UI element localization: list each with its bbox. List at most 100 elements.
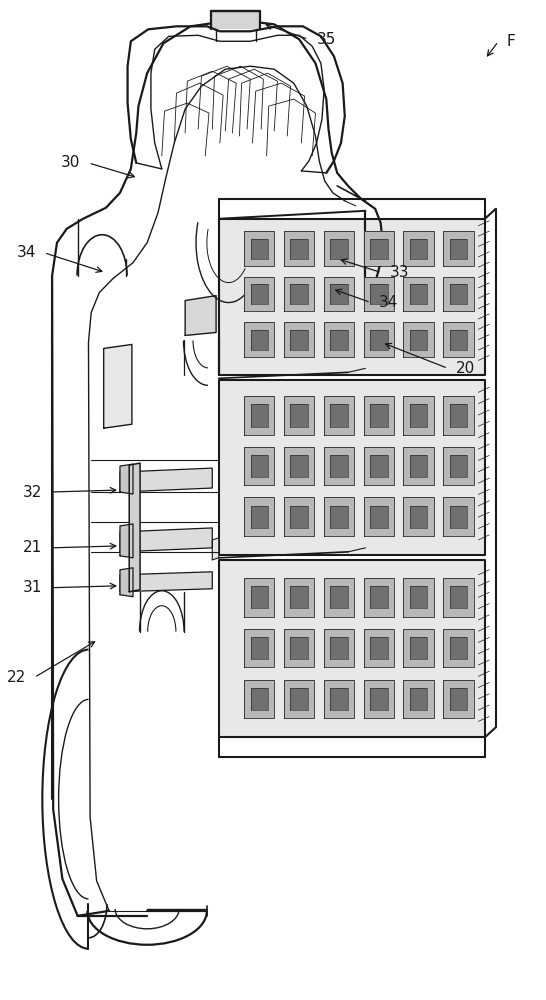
Polygon shape xyxy=(443,447,473,485)
Polygon shape xyxy=(104,344,132,428)
Text: 33: 33 xyxy=(390,265,410,280)
Polygon shape xyxy=(443,322,473,357)
Polygon shape xyxy=(251,586,268,608)
Polygon shape xyxy=(212,538,219,560)
Text: 31: 31 xyxy=(23,580,43,595)
Polygon shape xyxy=(410,239,428,259)
Polygon shape xyxy=(410,284,428,304)
Polygon shape xyxy=(330,506,348,528)
Polygon shape xyxy=(284,578,314,617)
Polygon shape xyxy=(403,680,434,718)
Text: 34: 34 xyxy=(379,295,399,310)
Polygon shape xyxy=(290,586,308,608)
Polygon shape xyxy=(219,380,485,555)
Text: 35: 35 xyxy=(317,32,336,47)
Polygon shape xyxy=(370,284,388,304)
Polygon shape xyxy=(443,629,473,667)
Polygon shape xyxy=(443,497,473,536)
Polygon shape xyxy=(370,586,388,608)
Polygon shape xyxy=(120,524,133,558)
Text: 32: 32 xyxy=(23,485,43,500)
Polygon shape xyxy=(324,396,354,435)
Polygon shape xyxy=(284,277,314,311)
Polygon shape xyxy=(290,637,308,659)
Polygon shape xyxy=(120,572,212,592)
Polygon shape xyxy=(211,11,259,29)
Polygon shape xyxy=(324,231,354,266)
Polygon shape xyxy=(450,586,467,608)
Polygon shape xyxy=(370,637,388,659)
Polygon shape xyxy=(324,578,354,617)
Polygon shape xyxy=(410,506,428,528)
Polygon shape xyxy=(120,464,133,494)
Polygon shape xyxy=(324,277,354,311)
Polygon shape xyxy=(244,396,275,435)
Polygon shape xyxy=(290,239,308,259)
Polygon shape xyxy=(324,497,354,536)
Polygon shape xyxy=(244,322,275,357)
Polygon shape xyxy=(324,680,354,718)
Polygon shape xyxy=(364,680,394,718)
Polygon shape xyxy=(284,396,314,435)
Polygon shape xyxy=(403,322,434,357)
Polygon shape xyxy=(324,322,354,357)
Polygon shape xyxy=(290,688,308,710)
Polygon shape xyxy=(370,239,388,259)
Text: 34: 34 xyxy=(16,245,36,260)
Polygon shape xyxy=(450,284,467,304)
Polygon shape xyxy=(443,680,473,718)
Polygon shape xyxy=(330,239,348,259)
Polygon shape xyxy=(251,284,268,304)
Polygon shape xyxy=(129,463,140,592)
Polygon shape xyxy=(450,404,467,427)
Polygon shape xyxy=(244,447,275,485)
Polygon shape xyxy=(251,404,268,427)
Polygon shape xyxy=(251,506,268,528)
Polygon shape xyxy=(410,586,428,608)
Polygon shape xyxy=(330,637,348,659)
Polygon shape xyxy=(251,330,268,350)
Polygon shape xyxy=(364,231,394,266)
Polygon shape xyxy=(251,239,268,259)
Polygon shape xyxy=(330,688,348,710)
Text: 21: 21 xyxy=(23,540,43,555)
Text: 20: 20 xyxy=(456,361,476,376)
Polygon shape xyxy=(330,404,348,427)
Polygon shape xyxy=(219,560,485,737)
Polygon shape xyxy=(443,578,473,617)
Polygon shape xyxy=(251,637,268,659)
Polygon shape xyxy=(370,506,388,528)
Polygon shape xyxy=(450,330,467,350)
Polygon shape xyxy=(219,219,485,375)
Polygon shape xyxy=(324,629,354,667)
Polygon shape xyxy=(330,586,348,608)
Polygon shape xyxy=(120,568,133,597)
Polygon shape xyxy=(370,688,388,710)
Polygon shape xyxy=(290,455,308,477)
Polygon shape xyxy=(244,231,275,266)
Polygon shape xyxy=(443,277,473,311)
Polygon shape xyxy=(330,330,348,350)
Polygon shape xyxy=(364,578,394,617)
Polygon shape xyxy=(284,497,314,536)
Polygon shape xyxy=(284,629,314,667)
Polygon shape xyxy=(290,330,308,350)
Polygon shape xyxy=(330,455,348,477)
Polygon shape xyxy=(364,447,394,485)
Polygon shape xyxy=(364,629,394,667)
Polygon shape xyxy=(244,680,275,718)
Polygon shape xyxy=(370,404,388,427)
Polygon shape xyxy=(324,447,354,485)
Polygon shape xyxy=(284,322,314,357)
Polygon shape xyxy=(450,688,467,710)
Polygon shape xyxy=(251,688,268,710)
Polygon shape xyxy=(443,396,473,435)
Text: 22: 22 xyxy=(7,670,26,685)
Polygon shape xyxy=(290,284,308,304)
Polygon shape xyxy=(410,455,428,477)
Polygon shape xyxy=(410,404,428,427)
Polygon shape xyxy=(244,578,275,617)
Polygon shape xyxy=(403,447,434,485)
Polygon shape xyxy=(364,497,394,536)
Polygon shape xyxy=(244,277,275,311)
